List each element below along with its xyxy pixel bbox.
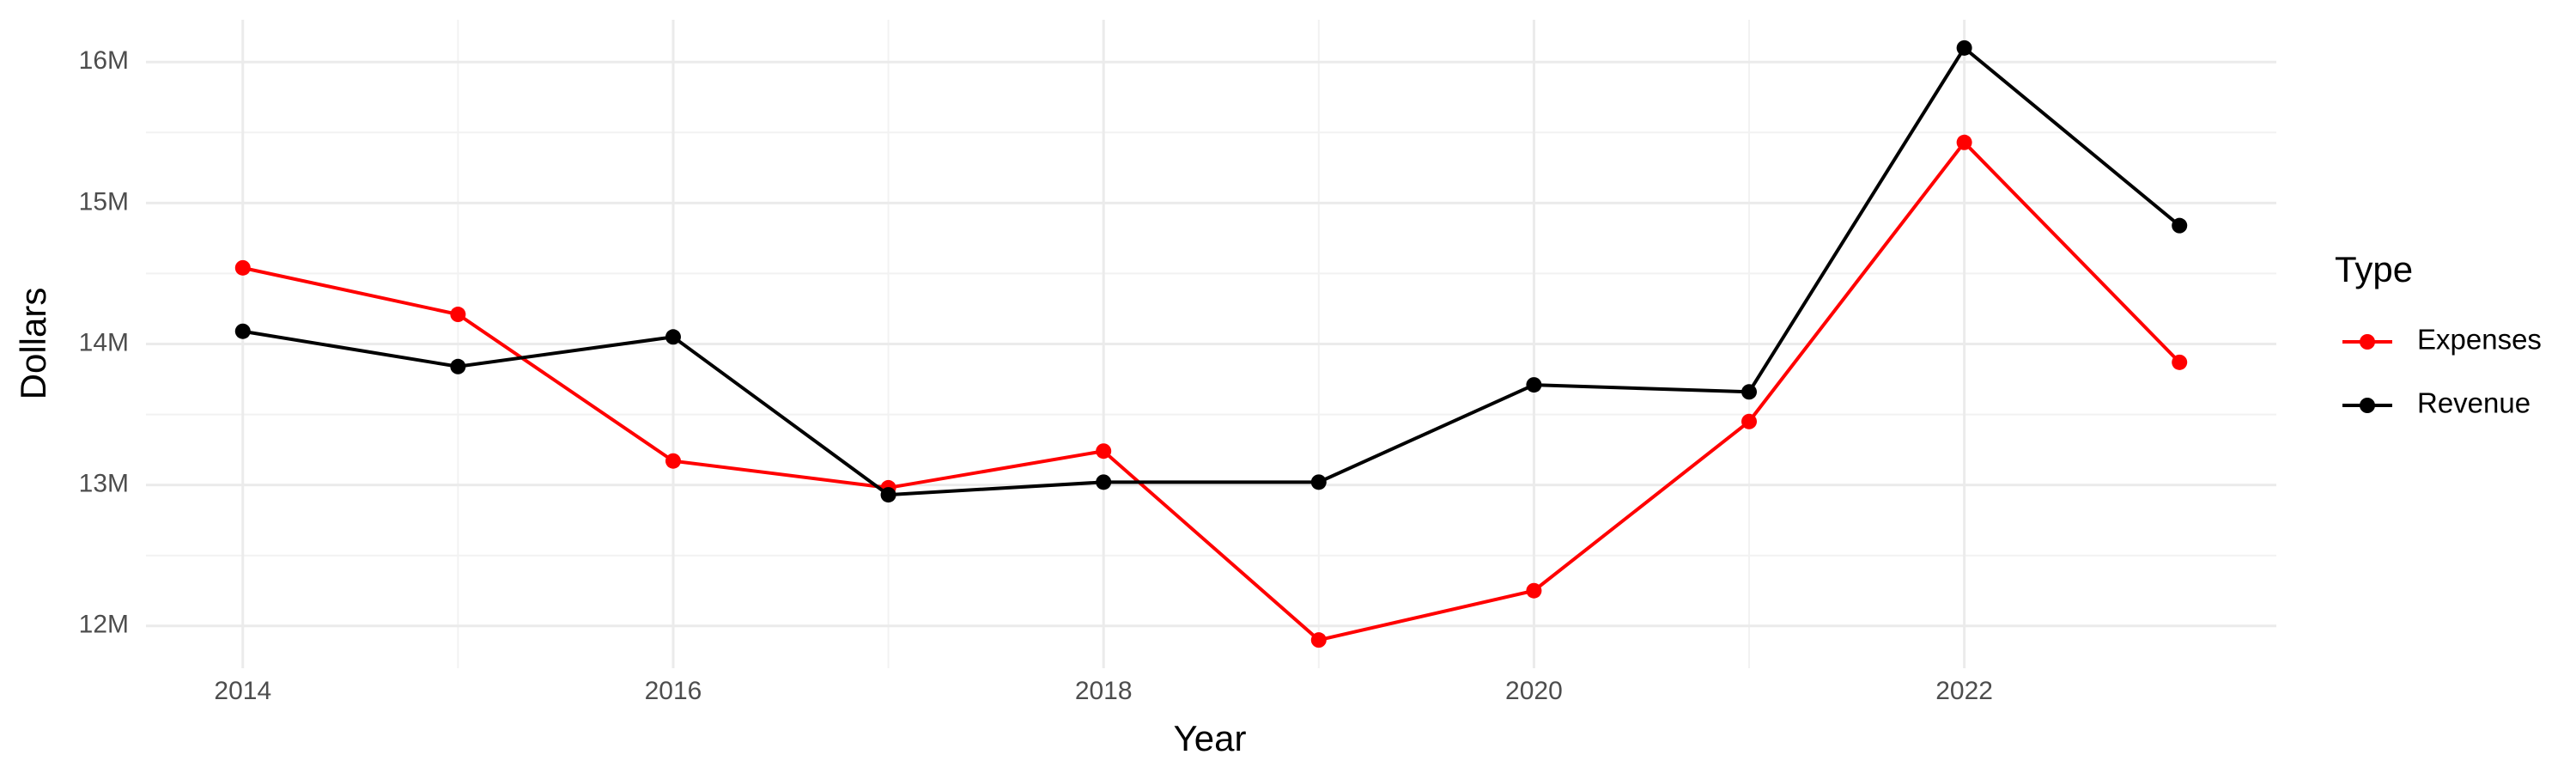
data-point	[665, 453, 681, 469]
y-tick-label: 12M	[79, 611, 129, 639]
data-point	[1741, 384, 1758, 400]
x-axis-title: Year	[1174, 718, 1247, 758]
data-point	[1310, 474, 1327, 490]
data-point	[1096, 474, 1112, 490]
data-point	[234, 259, 251, 276]
legend-label: Revenue	[2417, 387, 2530, 419]
y-tick-label: 15M	[79, 187, 129, 216]
x-tick-label: 2020	[1505, 677, 1563, 705]
x-tick-label: 2018	[1075, 677, 1133, 705]
data-point	[1956, 40, 1972, 56]
data-point	[450, 307, 466, 323]
data-point	[1526, 377, 1542, 393]
data-point	[880, 487, 896, 503]
series-line	[242, 139, 2181, 642]
series-line	[242, 45, 2181, 497]
data-point	[1956, 134, 1972, 150]
x-tick-label: 2014	[214, 677, 271, 705]
x-tick-label: 2016	[645, 677, 702, 705]
data-point	[450, 358, 466, 374]
data-point	[1526, 582, 1542, 599]
data-point	[2172, 354, 2188, 370]
data-point	[1310, 632, 1327, 648]
data-point	[234, 323, 251, 339]
y-tick-label: 13M	[79, 470, 129, 498]
y-tick-label: 16M	[79, 46, 129, 75]
legend-key-point	[2360, 334, 2375, 350]
legend-label: Expenses	[2417, 324, 2542, 356]
data-point	[665, 329, 681, 345]
legend-key-point	[2360, 398, 2375, 413]
y-tick-label: 14M	[79, 328, 129, 356]
x-tick-label: 2022	[1935, 677, 1993, 705]
data-point	[1741, 413, 1758, 429]
data-point	[2172, 217, 2188, 234]
data-point	[1096, 443, 1112, 460]
y-axis-title: Dollars	[13, 288, 53, 400]
legend-title: Type	[2335, 249, 2413, 289]
